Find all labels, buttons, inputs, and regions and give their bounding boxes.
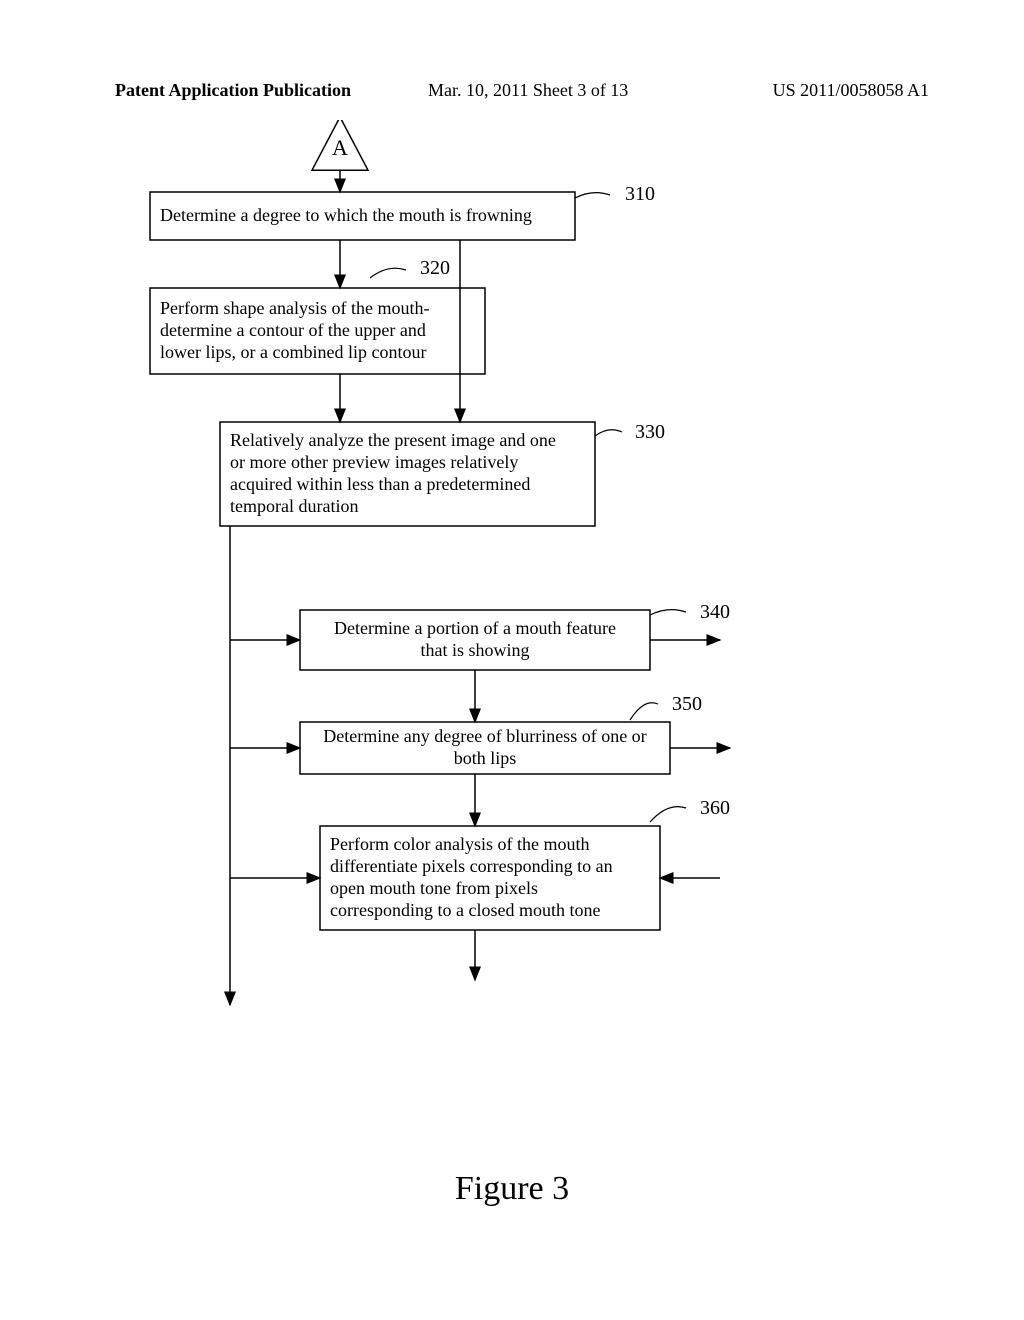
process-text-310-0: Determine a degree to which the mouth is…	[160, 205, 532, 225]
process-text-320-0: Perform shape analysis of the mouth-	[160, 298, 429, 318]
ref-num-330: 330	[635, 421, 665, 443]
figure-label: Figure 3	[0, 1170, 1024, 1208]
process-text-320-1: determine a contour of the upper and	[160, 320, 426, 340]
process-text-330-2: acquired within less than a predetermine…	[230, 474, 530, 494]
ref-num-350: 350	[672, 693, 702, 715]
ref-num-310: 310	[625, 183, 655, 205]
connector-label-A: A	[332, 135, 348, 160]
process-text-320-2: lower lips, or a combined lip contour	[160, 342, 426, 362]
process-text-360-0: Perform color analysis of the mouth	[330, 834, 589, 854]
header-center: Mar. 10, 2011 Sheet 3 of 13	[428, 80, 628, 101]
ref-num-340: 340	[700, 601, 730, 623]
flowchart-svg: A Determine a degree to which the mouth i…	[0, 120, 1024, 1020]
process-text-340-0: Determine a portion of a mouth feature	[334, 618, 616, 638]
process-text-360-3: corresponding to a closed mouth tone	[330, 900, 600, 920]
process-text-360-1: differentiate pixels corresponding to an	[330, 856, 613, 876]
process-text-350-0: Determine any degree of blurriness of on…	[323, 726, 646, 746]
process-text-330-3: temporal duration	[230, 496, 358, 516]
header-right: US 2011/0058058 A1	[773, 80, 929, 101]
process-text-340-1: that is showing	[420, 640, 529, 660]
ref-leader	[575, 193, 610, 198]
process-text-330-1: or more other preview images relatively	[230, 452, 518, 472]
process-text-350-1: both lips	[454, 748, 517, 768]
ref-leader	[595, 430, 622, 436]
ref-leader	[650, 807, 686, 822]
ref-leader	[650, 610, 686, 615]
header-left: Patent Application Publication	[115, 80, 351, 101]
ref-num-360: 360	[700, 797, 730, 819]
ref-leader	[630, 703, 658, 720]
ref-num-320: 320	[420, 257, 450, 279]
ref-leader	[370, 268, 406, 278]
flowchart-diagram: A Determine a degree to which the mouth i…	[0, 120, 1024, 1170]
process-text-330-0: Relatively analyze the present image and…	[230, 430, 556, 450]
process-text-360-2: open mouth tone from pixels	[330, 878, 538, 898]
